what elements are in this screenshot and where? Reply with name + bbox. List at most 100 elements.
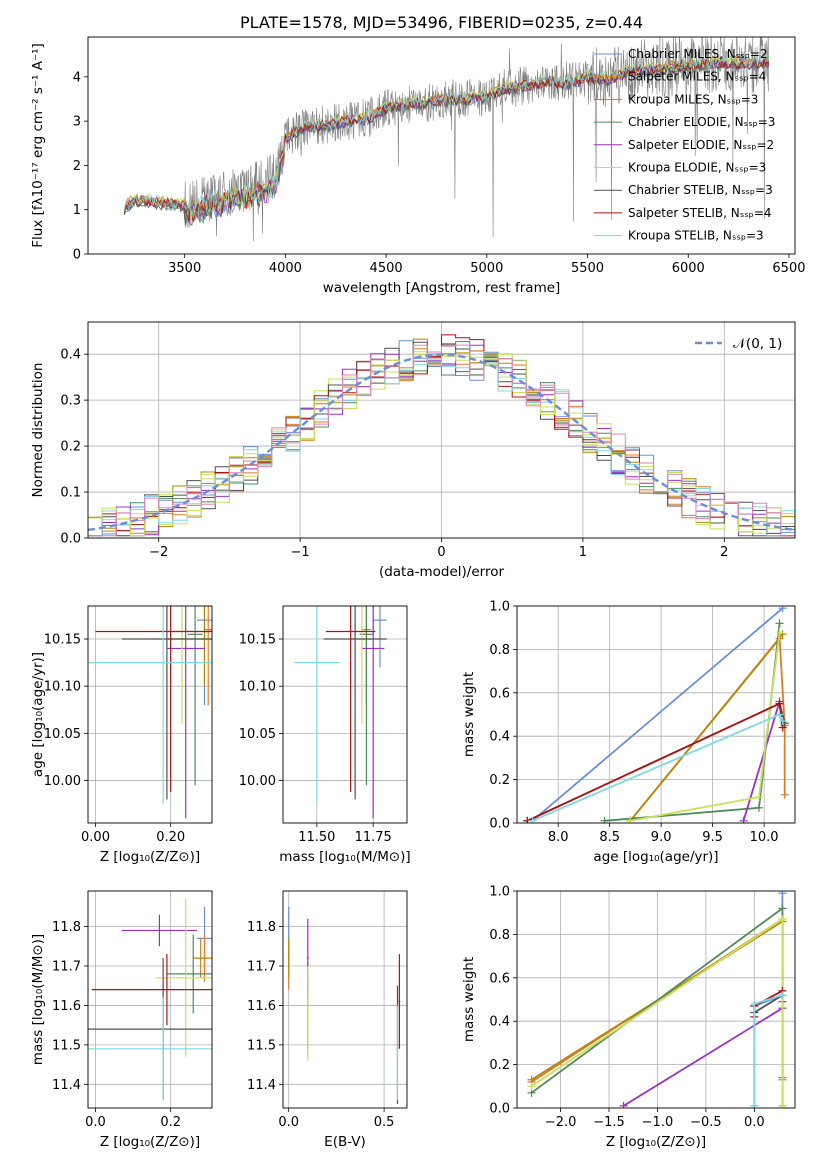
y-tick-label: 10.10 [239,680,276,695]
y-tick-label: 10.00 [44,774,81,789]
y-tick-label: 10.15 [239,633,276,648]
model-spectrum-line [123,54,770,218]
weight-line [623,1001,784,1107]
mass_vs_Z-frame [87,890,213,1109]
x-tick-label: 0 [437,545,445,560]
x-tick-label: 9.5 [702,830,723,845]
residual-histogram-step [88,344,795,537]
y-tick-label: 0.0 [489,817,510,832]
y-tick-label: 0.8 [489,643,510,658]
x-tick-label: 4500 [370,261,403,276]
y-tick-label: 0.1 [60,486,81,501]
y-tick-label: 0.4 [489,1015,510,1030]
weight-line [532,713,784,822]
y-axis-label: Normed distribution [30,363,46,498]
x-tick-label: 0.0 [85,1115,106,1130]
y-tick-label: 0.2 [489,773,510,788]
y-tick-label: 2 [73,159,81,174]
y-tick-label: 0.2 [489,1058,510,1073]
y-tick-label: 0.0 [60,532,81,547]
legend-entry: Salpeter ELODIE, Nₛₛₚ=2 [628,138,774,152]
weight_vs_Z-lines [527,891,787,1108]
spectrum-axes [84,76,790,258]
x-tick-label: −1.5 [593,1115,625,1130]
x-axis-label: wavelength [Angstrom, rest frame] [323,280,561,296]
x-tick-label: 10.0 [750,830,779,845]
y-tick-label: 11.8 [52,920,81,935]
y-tick-label: 10.05 [239,727,276,742]
y-tick-label: 0.0 [489,1102,510,1117]
x-tick-label: 1 [579,545,587,560]
x-tick-label: 11.75 [355,830,392,845]
x-axis-label: Z [log₁₀(Z/Z⊙)] [100,1134,200,1150]
x-tick-label: 0.20 [156,830,185,845]
y-tick-label: 11.4 [52,1078,81,1093]
mass_vs_ebv-frame [282,890,408,1109]
weight-line [531,607,784,822]
x-tick-label: 0.2 [160,1115,181,1130]
weight-line [742,701,781,822]
legend-entry: Chabrier STELIB, Nₛₛₚ=3 [628,183,773,197]
x-tick-label: 0.00 [81,830,110,845]
y-tick-label: 11.6 [247,999,276,1014]
spectrum-lines [123,37,770,242]
y-tick-label: 10.00 [239,774,276,789]
x-tick-label: 0.0 [744,1115,765,1130]
weight-line [530,906,784,1106]
y-tick-label: 0.4 [489,730,510,745]
x-tick-label: −1.0 [642,1115,674,1130]
x-tick-label: 9.0 [651,830,672,845]
y-tick-label: 11.6 [52,999,81,1014]
legend-entry: Kroupa MILES, Nₛₛₚ=3 [628,92,758,106]
y-axis-label: mass weight [461,957,477,1042]
x-axis-label: Z [log₁₀(Z/Z⊙)] [100,849,200,865]
legend-entry: Chabrier ELODIE, Nₛₛₚ=3 [628,115,775,129]
y-tick-label: 11.5 [52,1038,81,1053]
legend-entry: Salpeter MILES, Nₛₛₚ=4 [628,70,766,84]
x-tick-label: 2 [720,545,728,560]
x-tick-label: 8.0 [548,830,569,845]
x-axis-label: mass [log₁₀(M/M⊙)] [279,849,410,865]
weight-line [629,633,784,822]
weight_vs_age-frame [516,605,796,824]
weight_vs_age-lines [523,606,789,823]
y-tick-label: 1 [73,203,81,218]
y-axis-label: mass [log₁₀(M/M⊙)] [30,934,46,1065]
x-axis-label: E(B-V) [324,1134,366,1150]
x-tick-label: 8.5 [599,830,620,845]
legend-entry: Chabrier MILES, Nₛₛₚ=2 [628,47,768,61]
x-tick-label: −2.0 [545,1115,577,1130]
y-axis-label: Flux [fλ10⁻¹⁷ erg cm⁻² s⁻¹ A⁻¹] [30,43,46,248]
y-tick-label: 0.6 [489,686,510,701]
x-tick-label: 4000 [269,261,302,276]
weight-line [526,702,784,822]
y-axis-label: mass weight [461,672,477,757]
weight-line [753,994,783,1014]
mass_vs_ebv-axes [279,891,407,1112]
x-tick-label: −0.5 [690,1115,722,1130]
y-tick-label: 11.5 [247,1038,276,1053]
x-tick-label: 5500 [571,261,604,276]
y-tick-label: 10.10 [44,680,81,695]
y-tick-label: 1.0 [489,885,510,900]
legend-entry: Kroupa ELODIE, Nₛₛₚ=3 [628,161,766,175]
spectrum-frame [87,36,796,255]
y-tick-label: 3 [73,115,81,130]
x-tick-label: 5000 [470,261,503,276]
age_vs_mass-frame [282,605,408,824]
mass_vs_Z-axes [84,891,212,1112]
x-axis-label: (data-model)/error [379,564,505,580]
x-tick-label: −1 [291,545,310,560]
residuals-frame [87,321,796,539]
y-tick-label: 11.8 [247,920,276,935]
x-tick-label: 0.5 [374,1115,395,1130]
y-tick-label: 11.7 [52,959,81,974]
x-tick-label: 3500 [168,261,201,276]
y-tick-label: 0 [73,248,81,263]
x-tick-label: 0.0 [278,1115,299,1130]
x-axis-label: Z [log₁₀(Z/Z⊙)] [606,1134,706,1150]
y-tick-label: 0.3 [60,394,81,409]
x-tick-label: 11.50 [298,830,335,845]
x-axis-label: age [log₁₀(age/yr)] [593,849,718,865]
